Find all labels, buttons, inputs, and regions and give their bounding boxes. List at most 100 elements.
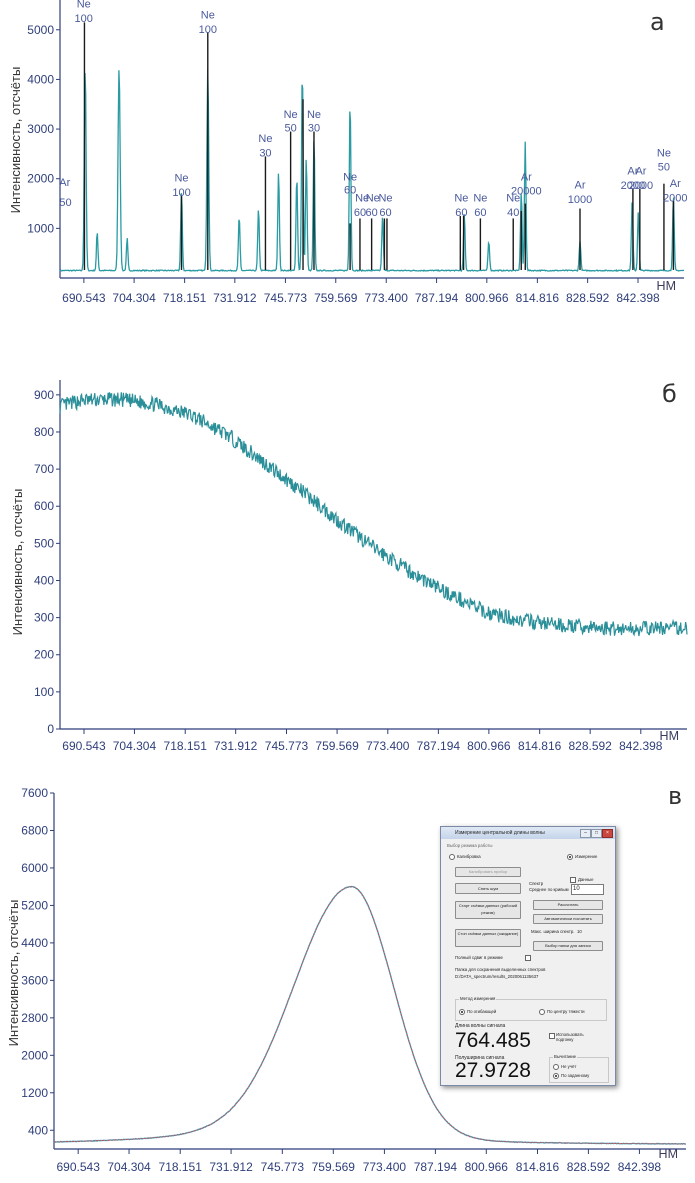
y-tick-label: 200 xyxy=(34,648,54,662)
line-annotation: 50 xyxy=(59,197,71,209)
measurement-radio[interactable] xyxy=(567,854,573,860)
y-tick-label: 3600 xyxy=(21,973,48,987)
x-tick-label: 718.151 xyxy=(164,739,208,753)
full-peak-checkbox[interactable] xyxy=(525,955,531,961)
method-centroid-radio[interactable] xyxy=(539,1009,545,1015)
line-annotation: Ar xyxy=(670,178,681,190)
y-tick-label: 4400 xyxy=(21,936,48,950)
calibrate-button[interactable]: Калибровать прибор xyxy=(455,867,521,877)
approx-label: Использовать подгонку xyxy=(556,1032,584,1042)
maximize-icon[interactable]: □ xyxy=(591,829,602,838)
y-axis-title: Интенсивность, отсчёты xyxy=(8,67,23,214)
chart-neon-argon-spectrum: 1000 2000 3000 4000 5000 690.543 704.304 718.15… xyxy=(8,0,687,305)
line-annotation: 20000 xyxy=(511,186,542,198)
line-annotation: Ar xyxy=(627,166,638,178)
y-tick-label: 2000 xyxy=(21,1048,48,1062)
average-label: Среднее по кривым xyxy=(529,887,569,892)
subtract-group-label: Вычитание xyxy=(553,1054,578,1059)
start-capture-button[interactable]: Старт съёмки данных (рабочий режим) xyxy=(455,901,521,919)
y-tick-label: 6000 xyxy=(21,861,48,875)
line-annotation: 30 xyxy=(259,147,271,159)
method-envelope-label: По огибающей xyxy=(467,1009,497,1014)
subtract-none-radio[interactable] xyxy=(553,1064,559,1070)
line-annotation: Ar xyxy=(635,166,646,178)
line-annotation: 2000 xyxy=(629,180,653,192)
x-tick-label: 773.400 xyxy=(363,1160,407,1174)
y-tick-label: 5200 xyxy=(21,898,48,912)
subtract-bg-radio[interactable] xyxy=(553,1073,559,1079)
x-tick-label: 745.773 xyxy=(261,1160,305,1174)
method-envelope-radio[interactable] xyxy=(459,1009,465,1015)
y-tick-label: 900 xyxy=(34,388,54,402)
close-icon[interactable]: × xyxy=(602,829,613,838)
auto-calc-button[interactable]: Автоматически посчитать xyxy=(533,914,603,924)
select-folder-button[interactable]: Выбор папки для записи xyxy=(533,941,603,951)
x-tick-label: 828.592 xyxy=(567,1160,611,1174)
line-annotation: Ne xyxy=(258,133,272,145)
full-peak-label: Полный сдвиг в режиме xyxy=(455,955,503,960)
line-annotation: Ne xyxy=(506,193,520,205)
path-label: Папка для сохранения выделенных спектров xyxy=(455,967,546,972)
y-tick-label: 0 xyxy=(47,722,54,736)
stop-capture-button[interactable]: Стоп съёмки данных (ожидание) xyxy=(455,929,521,947)
x-tick-label: 704.304 xyxy=(107,1160,151,1174)
x-tick-label: 759.569 xyxy=(314,291,358,305)
dark-noise-button[interactable]: Снять шум xyxy=(455,883,521,894)
line-annotation: 2000 xyxy=(621,180,645,192)
line-annotation: 50 xyxy=(658,161,670,173)
y-tick-label: 400 xyxy=(34,573,54,587)
minimize-icon[interactable]: – xyxy=(580,829,591,838)
x-tick-label: 800.966 xyxy=(465,291,509,305)
calibration-radio[interactable] xyxy=(449,854,455,860)
average-input[interactable]: 10 xyxy=(571,884,604,895)
x-tick-label: 718.151 xyxy=(163,291,207,305)
channels-label: Данные xyxy=(578,877,594,882)
approx-checkbox[interactable] xyxy=(549,1033,555,1039)
wavelength-value: 764.485 xyxy=(455,1029,531,1052)
x-tick-label: 814.816 xyxy=(518,739,562,753)
x-tick-label: 759.569 xyxy=(315,739,359,753)
line-annotation: 40 xyxy=(507,207,519,219)
line-annotation: Ar xyxy=(575,180,586,192)
path-value: D:/DATA_spectrum/results_2020061135637 xyxy=(455,974,539,979)
y-tick-label: 4000 xyxy=(27,72,54,86)
y-tick-label: 400 xyxy=(28,1123,48,1137)
line-annotation: Ne xyxy=(174,173,188,185)
x-tick-label: 759.569 xyxy=(312,1160,356,1174)
line-annotation: Ne xyxy=(366,193,380,205)
x-tick-label: 814.816 xyxy=(516,291,560,305)
y-axis-title: Интенсивность, отсчёты xyxy=(10,489,25,636)
chart-signal-profile: 400 1200 2000 2800 3600 4400 5200 6000 6800 7600 6… xyxy=(6,786,686,1174)
line-annotation: 100 xyxy=(199,24,217,36)
panel-label-a: а xyxy=(650,8,665,36)
line-annotation: Ne xyxy=(284,109,298,121)
channels-checkbox[interactable] xyxy=(570,877,576,883)
subtract-bg-label: По заданному xyxy=(561,1073,590,1078)
x-tick-label: 704.304 xyxy=(112,291,156,305)
x-axis-unit-label: НМ xyxy=(659,1147,678,1161)
y-tick-label: 7600 xyxy=(21,786,48,800)
spectrum-label: Спектр xyxy=(529,881,544,886)
x-tick-label: 704.304 xyxy=(113,739,157,753)
line-annotation: Ne xyxy=(201,9,215,21)
fwhm-label: Полуширина сигнала xyxy=(455,1055,505,1061)
x-axis-unit-label: НМ xyxy=(660,729,679,743)
x-tick-label: 745.773 xyxy=(265,739,309,753)
subtract-none-label: Не учёт xyxy=(561,1064,577,1069)
line-annotation: Ne xyxy=(77,0,91,10)
y-tick-label: 700 xyxy=(34,462,54,476)
calculate-button[interactable]: Рассчитать xyxy=(533,900,603,910)
line-annotation: 60 xyxy=(455,207,467,219)
measurement-dialog: Измерение центральной длины волны – □ × … xyxy=(440,826,616,1086)
line-annotation: 100 xyxy=(75,13,93,25)
dialog-title: Измерение центральной длины волны xyxy=(455,830,545,836)
line-annotation: Ar xyxy=(521,172,532,184)
x-tick-label: 787.194 xyxy=(414,1160,458,1174)
x-tick-label: 842.398 xyxy=(619,739,663,753)
y-tick-label: 300 xyxy=(34,611,54,625)
chart-background-spectrum: 0 100 200 300 400 500 600 700 800 900 690.543 704.3… xyxy=(10,380,688,753)
y-tick-label: 5000 xyxy=(27,23,54,37)
x-tick-label: 773.400 xyxy=(365,291,409,305)
line-annotation: Ne xyxy=(355,193,369,205)
x-tick-label: 773.400 xyxy=(366,739,410,753)
